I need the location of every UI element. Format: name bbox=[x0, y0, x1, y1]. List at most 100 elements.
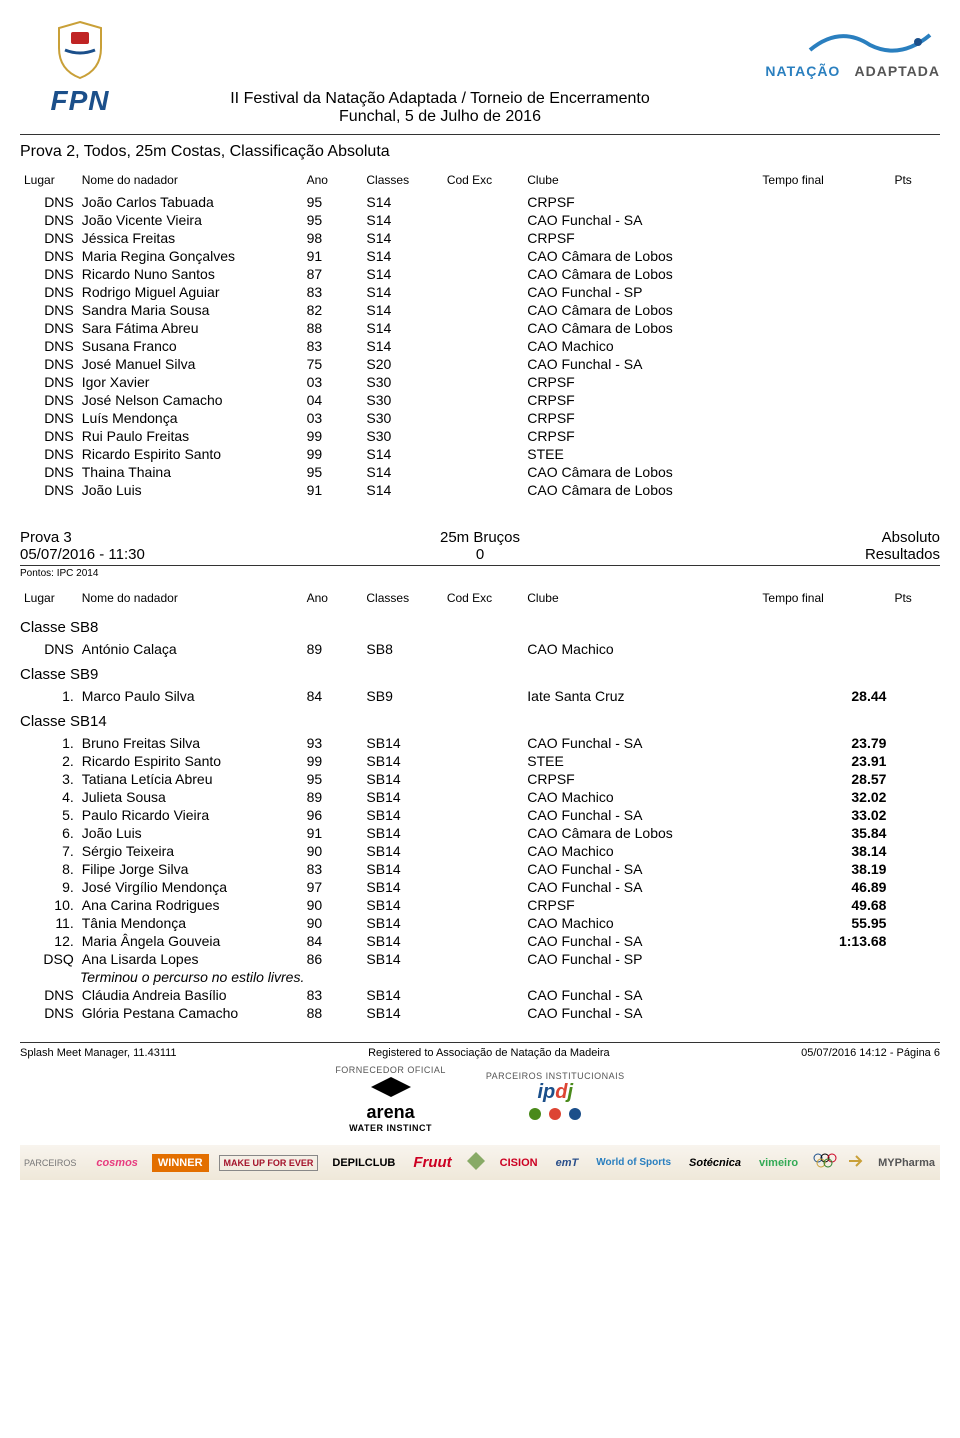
cell-pts bbox=[890, 914, 940, 932]
cell-codexc bbox=[443, 788, 523, 806]
cell-codexc bbox=[443, 986, 523, 1004]
table-row: DNSJosé Nelson Camacho04S30CRPSF bbox=[20, 391, 940, 409]
fpn-text: FPN bbox=[51, 85, 110, 117]
parceiros-inst-label: PARCEIROS INSTITUCIONAIS bbox=[486, 1071, 625, 1081]
cell-classes: S30 bbox=[362, 427, 442, 445]
cell-nome: Tânia Mendonça bbox=[78, 914, 303, 932]
cell-lugar: DNS bbox=[20, 986, 78, 1004]
cell-tempo: 46.89 bbox=[758, 878, 890, 896]
cell-nome: Sara Fátima Abreu bbox=[78, 319, 303, 337]
cell-classes: SB14 bbox=[362, 950, 442, 968]
table-row: DNSGlória Pestana Camacho88SB14CAO Funch… bbox=[20, 1004, 940, 1022]
cell-classes: SB14 bbox=[362, 788, 442, 806]
adaptada-right: ADAPTADA bbox=[854, 63, 940, 79]
cell-lugar: 3. bbox=[20, 770, 78, 788]
table-row: DNSMaria Regina Gonçalves91S14CAO Câmara… bbox=[20, 247, 940, 265]
cell-clube: CAO Câmara de Lobos bbox=[523, 319, 758, 337]
table-row: 7.Sérgio Teixeira90SB14CAO Machico38.14 bbox=[20, 842, 940, 860]
cell-classes: S14 bbox=[362, 193, 442, 211]
partner-worldofsports: World of Sports bbox=[592, 1155, 675, 1170]
cell-clube: CRPSF bbox=[523, 373, 758, 391]
cell-classes: SB14 bbox=[362, 824, 442, 842]
cell-codexc bbox=[443, 319, 523, 337]
cell-nome: Cláudia Andreia Basílio bbox=[78, 986, 303, 1004]
cell-tempo: 49.68 bbox=[758, 896, 890, 914]
cell-ano: 83 bbox=[303, 986, 363, 1004]
cell-tempo: 23.79 bbox=[758, 734, 890, 752]
cell-nome: João Vicente Vieira bbox=[78, 211, 303, 229]
cell-pts bbox=[890, 842, 940, 860]
prova3-right1: Absoluto bbox=[633, 529, 940, 546]
cell-lugar: DNS bbox=[20, 481, 78, 499]
cell-pts bbox=[890, 211, 940, 229]
cell-pts bbox=[890, 878, 940, 896]
cell-codexc bbox=[443, 860, 523, 878]
prova3-center1: 25m Bruços bbox=[327, 529, 634, 546]
cell-codexc bbox=[443, 770, 523, 788]
cell-codexc bbox=[443, 687, 523, 705]
cell-pts bbox=[890, 788, 940, 806]
cell-clube: CAO Machico bbox=[523, 788, 758, 806]
cell-clube: CRPSF bbox=[523, 896, 758, 914]
cell-codexc bbox=[443, 806, 523, 824]
cell-ano: 87 bbox=[303, 265, 363, 283]
cell-ano: 91 bbox=[303, 247, 363, 265]
class-header: Classe SB9 bbox=[20, 666, 940, 683]
class-header: Classe SB14 bbox=[20, 713, 940, 730]
cell-ano: 95 bbox=[303, 193, 363, 211]
table-row: 8.Filipe Jorge Silva83SB14CAO Funchal - … bbox=[20, 860, 940, 878]
cell-codexc bbox=[443, 842, 523, 860]
cell-clube: CAO Funchal - SA bbox=[523, 932, 758, 950]
cell-classes: S20 bbox=[362, 355, 442, 373]
cell-nome: Sandra Maria Sousa bbox=[78, 301, 303, 319]
cell-tempo bbox=[758, 409, 890, 427]
table-row: 12.Maria Ângela Gouveia84SB14CAO Funchal… bbox=[20, 932, 940, 950]
cell-nome: Ana Lisarda Lopes bbox=[78, 950, 303, 968]
cell-codexc bbox=[443, 391, 523, 409]
cell-tempo: 38.14 bbox=[758, 842, 890, 860]
cell-nome: Maria Regina Gonçalves bbox=[78, 247, 303, 265]
sponsor-row: FORNECEDOR OFICIAL arena WATER INSTINCT … bbox=[20, 1065, 940, 1133]
cell-lugar: 1. bbox=[20, 734, 78, 752]
cell-lugar: DNS bbox=[20, 463, 78, 481]
cell-pts bbox=[890, 932, 940, 950]
cell-nome: Luís Mendonça bbox=[78, 409, 303, 427]
cell-tempo bbox=[758, 373, 890, 391]
cell-nome: Ana Carina Rodrigues bbox=[78, 896, 303, 914]
cell-nome: Igor Xavier bbox=[78, 373, 303, 391]
prova2-header-row: Lugar Nome do nadador Ano Classes Cod Ex… bbox=[20, 171, 940, 193]
cell-nome: Tatiana Letícia Abreu bbox=[78, 770, 303, 788]
cell-codexc bbox=[443, 878, 523, 896]
cell-ano: 98 bbox=[303, 229, 363, 247]
cell-codexc bbox=[443, 950, 523, 968]
cell-pts bbox=[890, 481, 940, 499]
cell-lugar: DNS bbox=[20, 301, 78, 319]
cell-clube: CAO Câmara de Lobos bbox=[523, 265, 758, 283]
cell-classes: SB14 bbox=[362, 878, 442, 896]
cell-classes: SB14 bbox=[362, 986, 442, 1004]
cell-lugar: 12. bbox=[20, 932, 78, 950]
cell-codexc bbox=[443, 481, 523, 499]
cell-clube: STEE bbox=[523, 445, 758, 463]
cell-classes: S14 bbox=[362, 247, 442, 265]
cell-tempo: 1:13.68 bbox=[758, 932, 890, 950]
cell-lugar: 9. bbox=[20, 878, 78, 896]
cell-clube: CAO Machico bbox=[523, 640, 758, 658]
cell-clube: CAO Câmara de Lobos bbox=[523, 247, 758, 265]
cell-tempo bbox=[758, 355, 890, 373]
cell-lugar: DNS bbox=[20, 373, 78, 391]
table-row: DNSThaina Thaina95S14CAO Câmara de Lobos bbox=[20, 463, 940, 481]
partner-sotecnica: Sotécnica bbox=[685, 1155, 745, 1171]
cell-codexc bbox=[443, 427, 523, 445]
cell-codexc bbox=[443, 355, 523, 373]
cell-pts bbox=[890, 640, 940, 658]
cell-nome: João Luis bbox=[78, 481, 303, 499]
cell-pts bbox=[890, 229, 940, 247]
cell-nome: António Calaça bbox=[78, 640, 303, 658]
cell-ano: 99 bbox=[303, 427, 363, 445]
table-row: DNSJoão Vicente Vieira95S14CAO Funchal -… bbox=[20, 211, 940, 229]
table-row: DNSSara Fátima Abreu88S14CAO Câmara de L… bbox=[20, 319, 940, 337]
cell-nome: Rui Paulo Freitas bbox=[78, 427, 303, 445]
cell-tempo bbox=[758, 337, 890, 355]
cell-ano: 90 bbox=[303, 842, 363, 860]
